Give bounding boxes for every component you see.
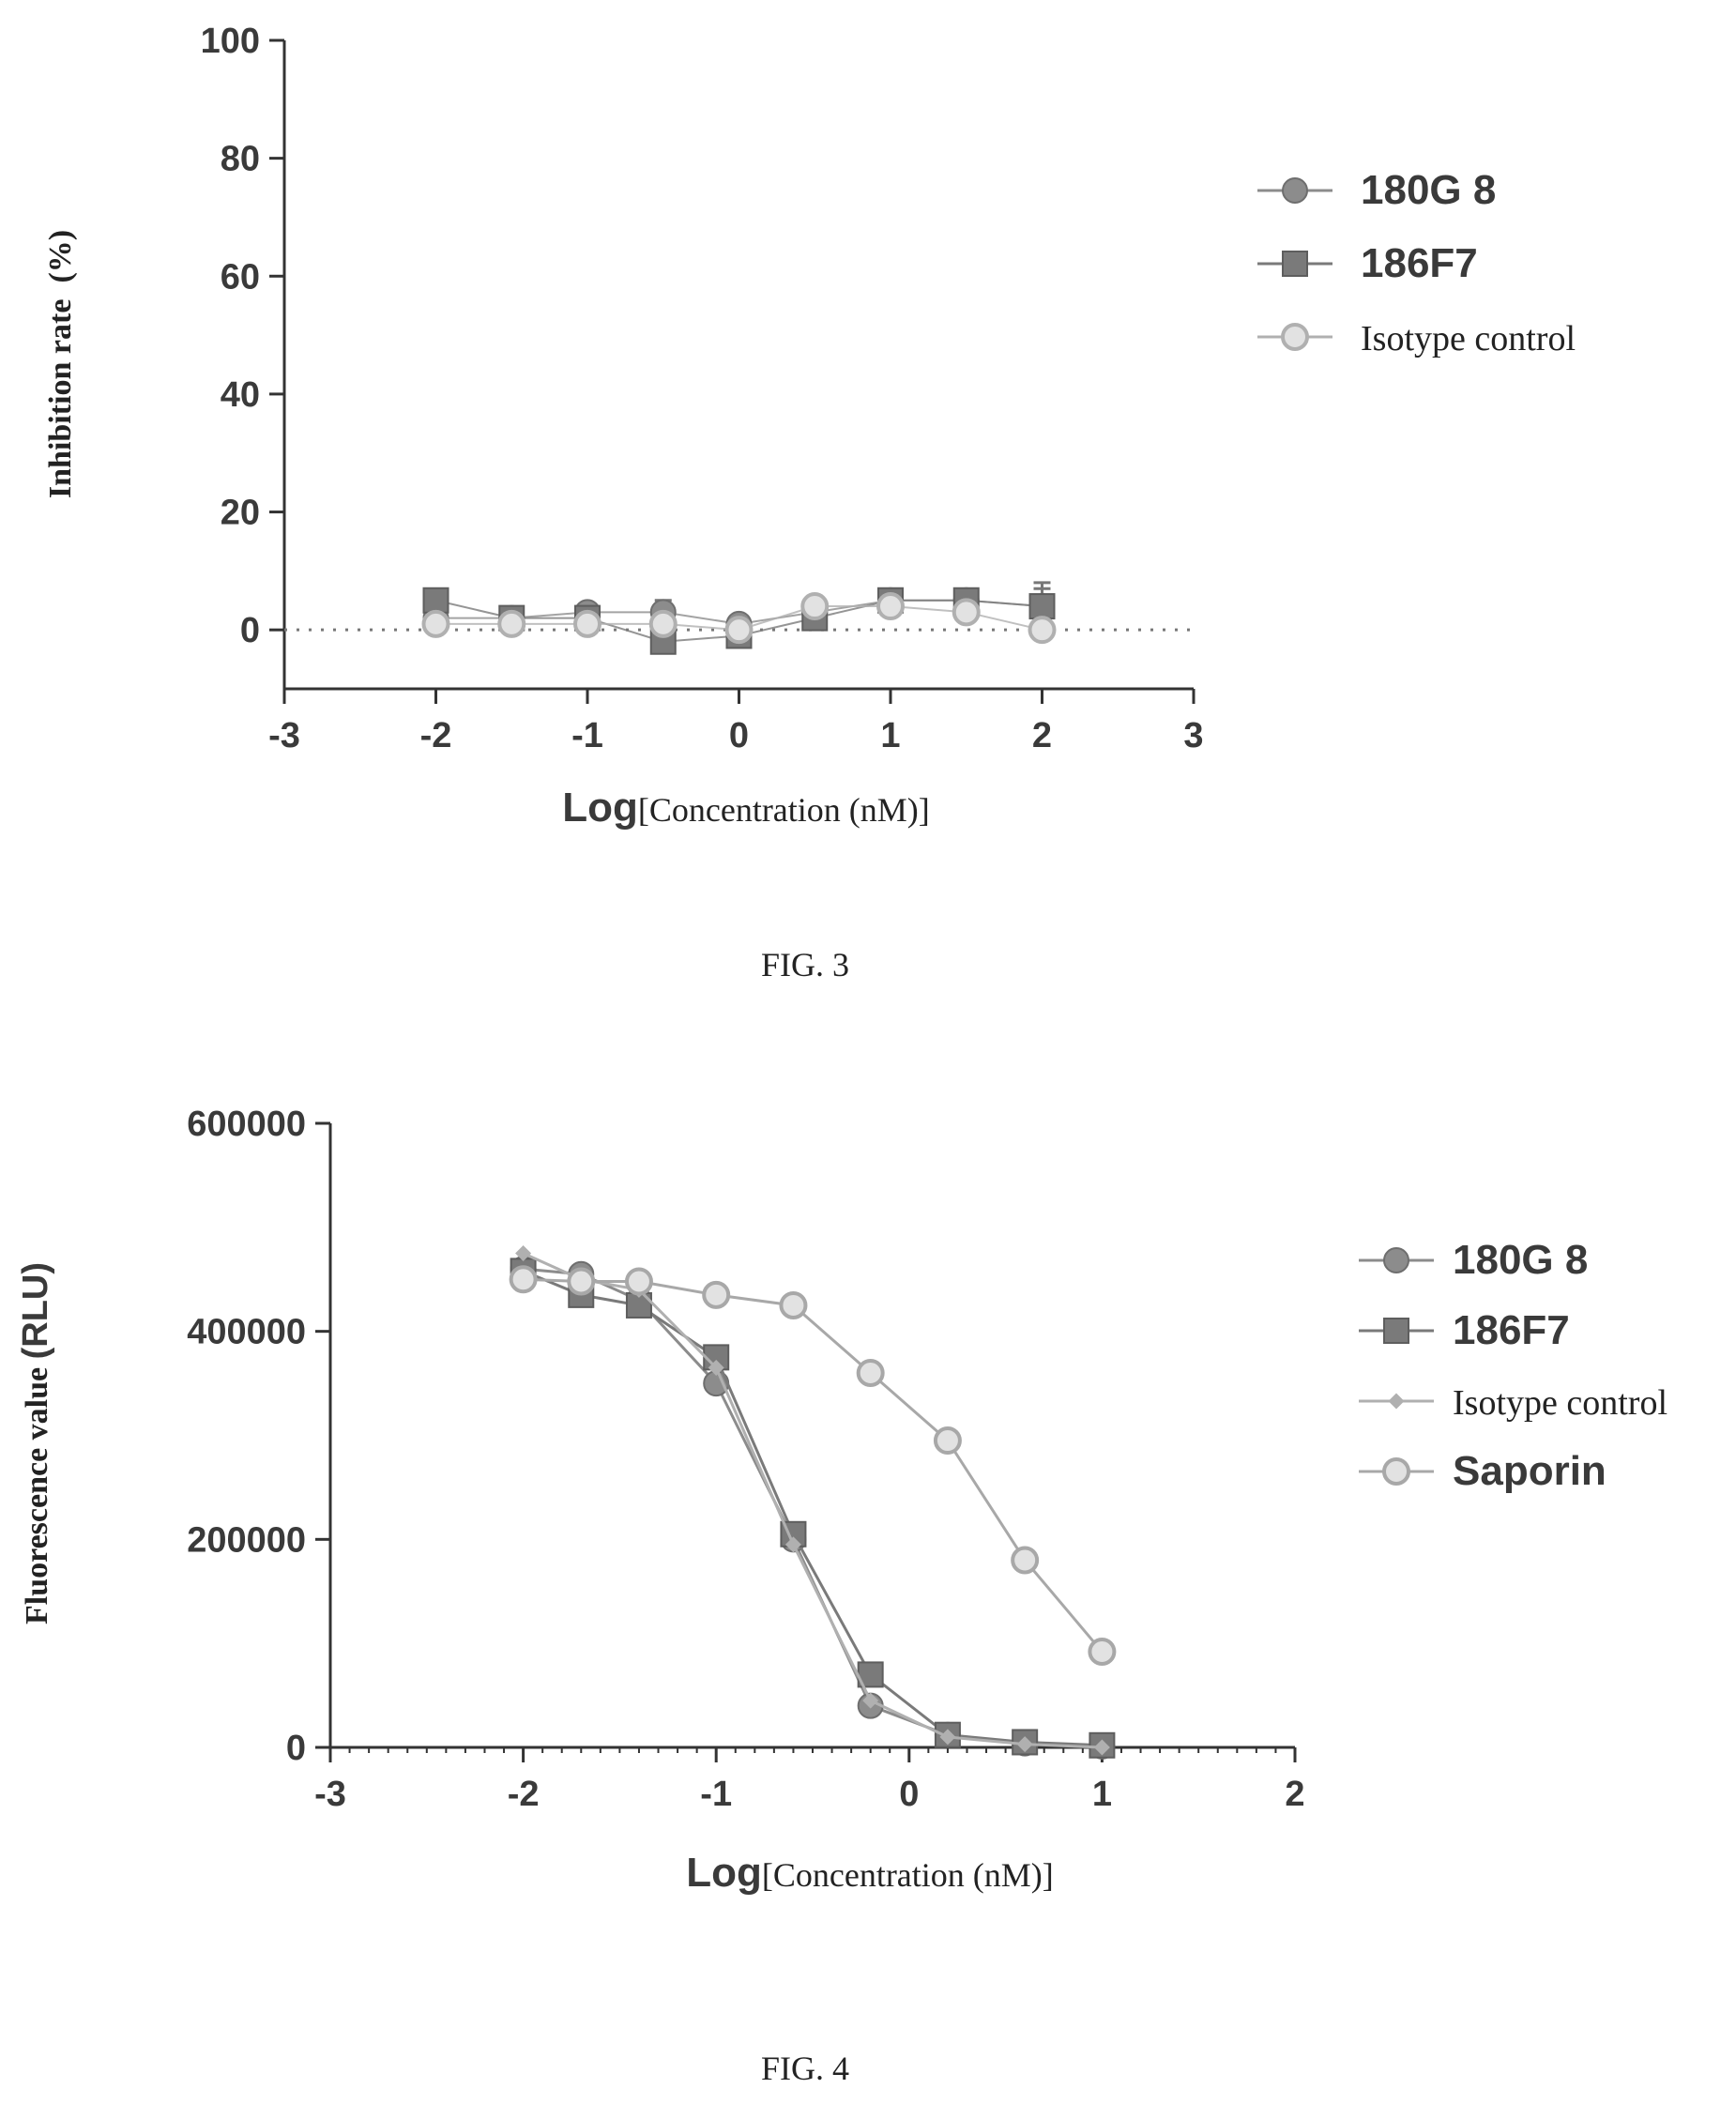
fig3-legend-label: 180G 8 bbox=[1361, 167, 1496, 213]
fig4-point-2 bbox=[862, 1692, 879, 1709]
fig3-x-tick-label: -2 bbox=[420, 716, 452, 755]
fig4-legend-label: 180G 8 bbox=[1453, 1237, 1588, 1283]
fig3-point-2 bbox=[497, 609, 526, 638]
fig4-point-2 bbox=[1093, 1739, 1110, 1756]
fig3-y-tick-label: 60 bbox=[221, 257, 260, 297]
fig3-point-2 bbox=[1028, 616, 1057, 645]
fig3-x-tick-label: 2 bbox=[1032, 716, 1052, 755]
fig4-point-3 bbox=[1088, 1638, 1117, 1667]
fig3-x-tick-label: -1 bbox=[571, 716, 603, 755]
fig3-legend-label: 186F7 bbox=[1361, 240, 1478, 286]
fig3-y-tick-label: 80 bbox=[221, 140, 260, 179]
fig3-x-tick-label: -3 bbox=[268, 716, 300, 755]
fig4-point-2 bbox=[939, 1729, 956, 1746]
fig3-x-tick-label: 0 bbox=[729, 716, 749, 755]
fig4-legend-marker bbox=[1382, 1457, 1410, 1486]
fig4-point-3 bbox=[567, 1267, 596, 1296]
fig4-x-tick-label: 0 bbox=[899, 1775, 919, 1814]
fig3-legend: 180G 8 186F7 Isotype control bbox=[1257, 167, 1576, 358]
fig4-y-tick-label: 0 bbox=[286, 1729, 306, 1768]
fig3-point-2 bbox=[800, 592, 830, 621]
fig3-point-2 bbox=[573, 609, 602, 638]
fig4-legend-label: Isotype control bbox=[1453, 1383, 1667, 1423]
fig3-caption: FIG. 3 bbox=[761, 946, 849, 983]
fig3-point-1 bbox=[422, 587, 449, 614]
fig4-caption: FIG. 4 bbox=[761, 2050, 849, 2087]
fig4-point-3 bbox=[933, 1426, 962, 1456]
fig3-point-2 bbox=[876, 592, 905, 621]
fig4-x-tick-label: -3 bbox=[314, 1775, 346, 1814]
fig4-point-3 bbox=[1011, 1546, 1040, 1575]
fig3-point-2 bbox=[952, 598, 981, 627]
fig4-y-axis-label: Fluorescence value (RLU) bbox=[16, 1262, 55, 1624]
fig4-legend: 180G 8 186F7 Isotype control Saporin bbox=[1359, 1237, 1667, 1494]
fig3-chart: -3 -2 -1 0 1 2 3 0 20 40 60 80 100 Inhibition rate (… bbox=[43, 22, 1576, 983]
fig4-point-3 bbox=[509, 1265, 538, 1294]
fig4-x-tick-label: -1 bbox=[700, 1775, 732, 1814]
fig4-point-3 bbox=[624, 1267, 653, 1296]
fig3-point-2 bbox=[648, 609, 678, 638]
fig3-legend-marker bbox=[1282, 177, 1308, 204]
fig3-y-tick-label: 100 bbox=[201, 22, 260, 61]
fig3-x-axis-label: Log[Concentration (nM)] bbox=[562, 785, 930, 831]
fig4-point-2 bbox=[708, 1359, 724, 1376]
fig4-legend-marker bbox=[1383, 1247, 1409, 1273]
fig4-y-tick-label: 600000 bbox=[187, 1105, 306, 1144]
fig4-series-line-2 bbox=[522, 1252, 1103, 1749]
fig3-y-axis-label: Inhibition rate (%) bbox=[43, 230, 78, 498]
fig4-x-axis-label: Log[Concentration (nM)] bbox=[686, 1850, 1054, 1896]
fig3-legend-marker bbox=[1281, 323, 1309, 351]
fig3-x-tick-label: 3 bbox=[1183, 716, 1203, 755]
fig4-point-3 bbox=[856, 1359, 885, 1387]
fig3-y-tick-label: 20 bbox=[221, 494, 260, 533]
fig4-legend-marker bbox=[1383, 1318, 1409, 1344]
fig4-x-tick-label: 2 bbox=[1285, 1775, 1304, 1814]
fig3-y-tick-label: 0 bbox=[240, 611, 260, 650]
fig4-point-2 bbox=[1016, 1736, 1033, 1753]
fig3-point-2 bbox=[724, 616, 754, 645]
fig4-y-tick-label: 200000 bbox=[187, 1520, 306, 1560]
fig4-series-line-1 bbox=[523, 1269, 1103, 1747]
fig4-point-3 bbox=[702, 1280, 731, 1309]
fig4-point-3 bbox=[779, 1290, 808, 1319]
fig4-chart: -3 -2 -1 0 1 2 0 200000 400000 600000 Fluorescenc… bbox=[16, 1105, 1667, 2087]
fig3-point-1 bbox=[1028, 593, 1056, 620]
fig4-legend-marker bbox=[1388, 1393, 1405, 1410]
fig4-series-line-3 bbox=[523, 1277, 1104, 1654]
fig4-point-2 bbox=[784, 1536, 801, 1553]
fig3-x-tick-label: 1 bbox=[880, 716, 900, 755]
fig3-point-2 bbox=[421, 609, 450, 638]
fig4-series-line-0 bbox=[523, 1267, 1103, 1748]
fig4-legend-label: Saporin bbox=[1453, 1448, 1607, 1494]
fig4-x-tick-label: 1 bbox=[1092, 1775, 1112, 1814]
fig4-y-tick-label: 400000 bbox=[187, 1313, 306, 1352]
fig4-legend-label: 186F7 bbox=[1453, 1307, 1570, 1353]
fig4-x-tick-label: -2 bbox=[508, 1775, 540, 1814]
fig3-y-tick-label: 40 bbox=[221, 375, 260, 415]
fig4-point-2 bbox=[515, 1245, 532, 1262]
fig3-legend-marker bbox=[1282, 251, 1308, 277]
fig3-legend-label: Isotype control bbox=[1361, 319, 1576, 358]
